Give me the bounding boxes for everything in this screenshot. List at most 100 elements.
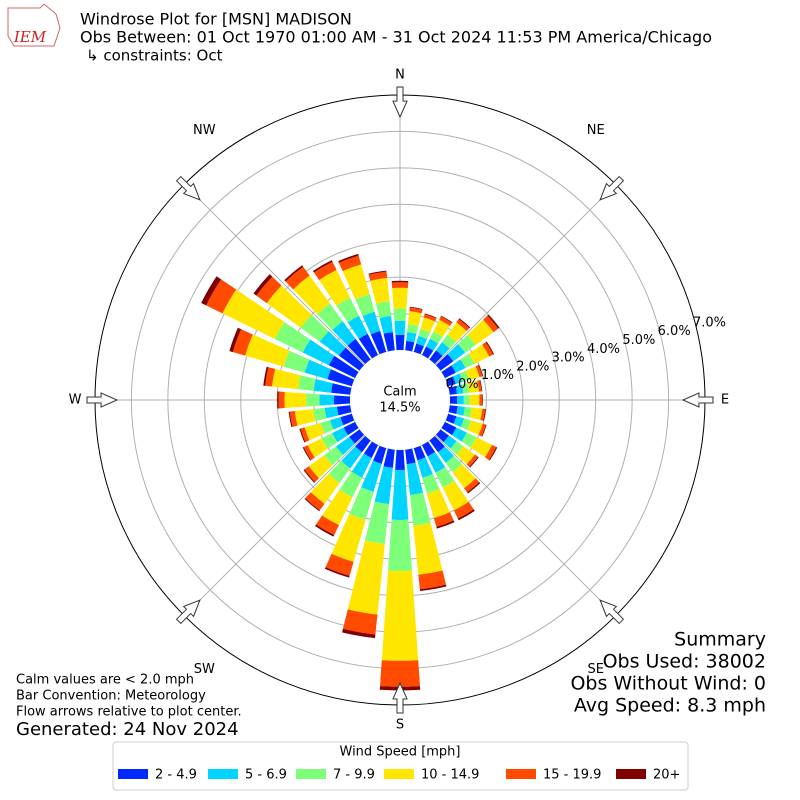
bar-segment bbox=[448, 386, 457, 395]
bar-segment bbox=[304, 359, 332, 380]
bar-segment bbox=[479, 379, 483, 392]
legend-box bbox=[112, 741, 689, 791]
bar-segment bbox=[289, 411, 298, 427]
bar-segment bbox=[479, 394, 483, 406]
bar-segment bbox=[304, 498, 320, 512]
bar-segment bbox=[355, 435, 371, 453]
bar-segment bbox=[456, 319, 470, 332]
bar-segment bbox=[316, 515, 339, 535]
bar-segment bbox=[460, 353, 475, 369]
bar-segment bbox=[418, 570, 447, 590]
legend-label: 20+ bbox=[653, 768, 680, 783]
flow-arrow bbox=[175, 175, 201, 201]
bar-segment bbox=[285, 266, 310, 290]
bar-segment bbox=[298, 375, 316, 391]
bar-segment bbox=[436, 342, 450, 356]
bar-segment bbox=[364, 501, 390, 544]
bar-segment bbox=[458, 318, 471, 329]
bar-segment bbox=[406, 332, 417, 343]
bar-segment bbox=[407, 324, 419, 334]
bar-segment bbox=[429, 350, 443, 365]
bar-segment bbox=[487, 314, 500, 329]
bar-segment bbox=[347, 338, 371, 365]
bar-segment bbox=[420, 317, 436, 333]
bar-segment bbox=[329, 417, 344, 430]
bar-segment bbox=[443, 435, 457, 449]
bar-segment bbox=[461, 383, 470, 394]
bar-segment bbox=[331, 513, 366, 562]
bar-segment bbox=[424, 313, 437, 319]
bar-segment bbox=[453, 416, 465, 428]
theta-tick-label: W bbox=[69, 393, 82, 408]
bar-segment bbox=[465, 366, 480, 381]
bar-segment bbox=[451, 359, 466, 373]
bar-segment bbox=[293, 275, 330, 315]
bar-segment bbox=[450, 441, 464, 455]
bar-segment bbox=[347, 315, 368, 339]
bar-segment bbox=[322, 489, 353, 526]
r-tick-label: 3.0% bbox=[552, 351, 585, 366]
bar-segment bbox=[455, 384, 464, 395]
bar-segment bbox=[313, 261, 337, 281]
bar-segment bbox=[435, 467, 455, 488]
bar-segment bbox=[429, 331, 443, 344]
bar-segment bbox=[467, 380, 480, 393]
r-tick-label: 4.0% bbox=[587, 342, 620, 357]
bar-segment bbox=[325, 553, 354, 576]
bar-segment bbox=[439, 316, 452, 326]
legend-label: 10 - 14.9 bbox=[421, 768, 479, 783]
bar-segment bbox=[310, 473, 340, 504]
bar-segment bbox=[308, 455, 333, 479]
bar-segment bbox=[475, 365, 483, 378]
bar-segment bbox=[288, 411, 293, 428]
bar-segment bbox=[332, 321, 356, 346]
bar-segment bbox=[481, 394, 483, 406]
legend-swatch bbox=[208, 769, 238, 779]
bar-segment bbox=[372, 445, 387, 464]
bar-segment bbox=[453, 501, 474, 519]
bar-segment bbox=[447, 344, 466, 362]
bar-segment bbox=[463, 406, 472, 418]
bar-segment bbox=[393, 308, 407, 322]
chart-title: Windrose Plot for [MSN] MADISON bbox=[80, 10, 352, 29]
note: Calm values are < 2.0 mph bbox=[16, 673, 194, 688]
bar-segment bbox=[222, 289, 285, 339]
legend-label: 2 - 4.9 bbox=[155, 768, 197, 783]
logo-shape bbox=[7, 3, 61, 47]
bar-segment bbox=[457, 509, 475, 521]
bar-segment bbox=[307, 438, 328, 458]
bar-segment bbox=[413, 445, 426, 461]
bar-segment bbox=[245, 334, 290, 367]
logo: IEM bbox=[7, 3, 61, 47]
bar-segment bbox=[336, 297, 359, 323]
bar-segment bbox=[441, 421, 457, 436]
bar-segment bbox=[349, 487, 374, 520]
bar-segment bbox=[303, 469, 316, 483]
theta-tick-label: S bbox=[396, 718, 404, 733]
summary-line: Obs Without Wind: 0 bbox=[570, 673, 766, 695]
bar-segment bbox=[376, 301, 392, 318]
bar-segment bbox=[294, 409, 316, 426]
r-tick-label: 0.0% bbox=[446, 377, 479, 392]
theta-tick-label: E bbox=[721, 393, 729, 408]
bar-segment bbox=[342, 628, 376, 639]
bar-segment bbox=[370, 277, 390, 304]
bar-segment bbox=[253, 274, 273, 296]
flow-arrow bbox=[175, 599, 201, 625]
bar-segment bbox=[374, 466, 393, 505]
bar-segment bbox=[481, 424, 487, 437]
bar-segment bbox=[284, 391, 307, 409]
bar-segment bbox=[266, 285, 312, 328]
bar-segment bbox=[321, 433, 338, 449]
legend-label: 5 - 6.9 bbox=[245, 768, 287, 783]
theta-tick-label: SW bbox=[194, 662, 215, 677]
bar-segment bbox=[452, 464, 476, 489]
bar-segment bbox=[358, 333, 379, 359]
bar-segment bbox=[405, 448, 416, 465]
bar-segment bbox=[383, 448, 395, 468]
bar-segment bbox=[456, 446, 475, 465]
flow-arrow bbox=[392, 681, 408, 714]
summary-line: Avg Speed: 8.3 mph bbox=[574, 695, 766, 717]
subtitle: Obs Between: 01 Oct 1970 01:00 AM - 31 O… bbox=[80, 28, 712, 47]
bar-segment bbox=[482, 342, 494, 357]
